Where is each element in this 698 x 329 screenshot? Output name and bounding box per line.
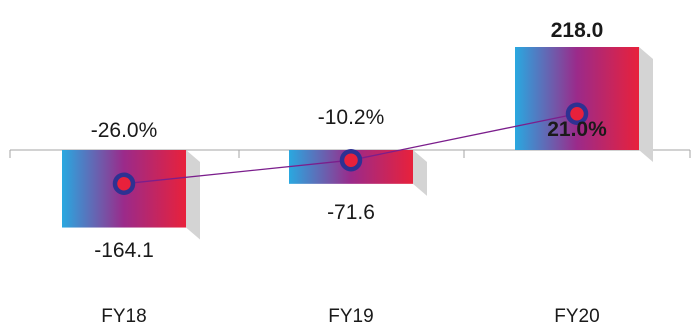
bar-shadow-fy18 [186, 150, 200, 240]
category-label: FY19 [328, 306, 373, 327]
percent-label: 21.0% [547, 118, 607, 141]
bar-fy20 [515, 47, 639, 150]
category-label: FY20 [554, 306, 599, 327]
category-label: FY18 [101, 306, 146, 327]
bar-value-label: 218.0 [551, 19, 604, 42]
data-labels: -164.1 -71.6 218.0 -26.0% -10.2% 21.0% [91, 19, 607, 262]
percent-label: -26.0% [91, 119, 158, 142]
marker-fy18 [112, 172, 136, 195]
bar-value-label: -71.6 [327, 201, 375, 224]
marker-fy20 [565, 102, 589, 125]
bar-value-label: -164.1 [94, 239, 154, 262]
percent-label: -10.2% [318, 106, 385, 129]
marker-fy19 [339, 148, 363, 172]
bar-shadow-fy20 [639, 47, 653, 162]
bar-shadow-fy19 [413, 150, 427, 196]
line-markers [112, 102, 589, 195]
bars [62, 47, 639, 228]
bar-shadows [186, 47, 653, 240]
category-labels: FY18 FY19 FY20 [101, 306, 599, 327]
